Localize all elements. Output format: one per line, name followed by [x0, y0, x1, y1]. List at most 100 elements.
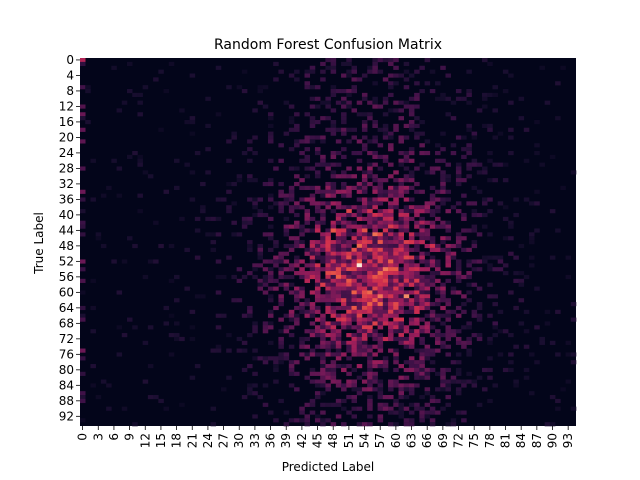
heatmap-cell — [356, 255, 363, 260]
heatmap-cell — [555, 81, 561, 86]
heatmap-cell — [508, 135, 514, 140]
heatmap-cell — [294, 201, 300, 206]
heatmap-cell — [455, 170, 462, 175]
heatmap-cell — [278, 189, 284, 194]
heatmap-cell — [330, 170, 337, 175]
heatmap-cell — [168, 243, 175, 249]
heatmap-cell — [424, 58, 431, 63]
heatmap-cell — [330, 309, 337, 314]
heatmap-cell — [330, 364, 337, 369]
heatmap-cell — [508, 333, 514, 338]
heatmap-cell — [142, 170, 149, 175]
heatmap-cell — [382, 212, 389, 218]
heatmap-cell — [262, 360, 269, 365]
heatmap-cell — [440, 158, 446, 163]
heatmap-cell — [320, 410, 326, 415]
heatmap-cell — [398, 375, 404, 380]
heatmap-cell — [356, 224, 363, 229]
heatmap-cell — [320, 383, 326, 388]
heatmap-cell — [388, 395, 394, 400]
heatmap-cell — [414, 360, 420, 365]
heatmap-cell — [283, 422, 290, 427]
heatmap-cell — [320, 240, 326, 245]
heatmap-cell — [487, 127, 493, 132]
heatmap-cell — [330, 422, 337, 427]
heatmap-cell — [294, 77, 300, 82]
heatmap-cell — [325, 333, 331, 338]
heatmap-cell — [163, 321, 170, 326]
heatmap-cell — [330, 375, 337, 380]
heatmap-cell — [414, 69, 420, 74]
heatmap-cell — [351, 150, 358, 156]
heatmap-cell — [398, 139, 404, 144]
x-axis-ticks: 0 3 6 9 12 15 18 21 24 27 30 33 36 39 42 45 48 51 54 57 60 63… — [76, 426, 575, 448]
heatmap-cell — [247, 333, 253, 338]
heatmap-cell — [393, 193, 399, 198]
heatmap-cell — [440, 406, 446, 411]
heatmap-cell — [393, 290, 399, 295]
heatmap-cell — [455, 236, 462, 241]
heatmap-cell — [502, 69, 509, 74]
heatmap-cell — [429, 255, 436, 260]
heatmap-cell — [288, 236, 295, 241]
heatmap-cell — [304, 85, 311, 90]
heatmap-cell — [445, 298, 451, 303]
heatmap-cell — [372, 162, 378, 167]
heatmap-cell — [372, 139, 378, 144]
heatmap-cell — [461, 212, 467, 218]
heatmap-cell — [111, 259, 117, 264]
heatmap-cell — [414, 305, 420, 311]
heatmap-cell — [309, 305, 316, 311]
heatmap-cell — [377, 360, 384, 365]
heatmap-cell — [377, 240, 384, 245]
heatmap-cell — [299, 259, 305, 264]
heatmap-cell — [299, 232, 305, 237]
heatmap-cell — [278, 298, 284, 303]
heatmap-cell — [398, 333, 404, 338]
heatmap-cell — [513, 212, 519, 218]
heatmap-cell — [288, 290, 295, 295]
heatmap-cell — [356, 336, 363, 342]
heatmap-cell — [424, 375, 431, 380]
heatmap-cell — [283, 251, 290, 256]
heatmap-cell — [283, 356, 290, 361]
heatmap-cell — [534, 150, 540, 156]
heatmap-cell — [570, 406, 577, 411]
heatmap-cell — [361, 286, 368, 291]
heatmap-cell — [445, 344, 451, 349]
heatmap-cell — [393, 383, 399, 388]
heatmap-cell — [325, 267, 331, 272]
heatmap-cell — [346, 255, 352, 260]
heatmap-cell — [304, 418, 311, 423]
x-tick-label: 0 — [76, 433, 90, 441]
heatmap-cell — [330, 286, 337, 291]
heatmap-cell — [377, 143, 384, 148]
heatmap-cell — [341, 174, 347, 179]
heatmap-cell — [320, 356, 326, 361]
heatmap-cell — [330, 402, 337, 407]
heatmap-cell — [278, 271, 284, 276]
heatmap-cell — [450, 329, 457, 334]
heatmap-cell — [482, 259, 488, 264]
heatmap-cell — [361, 181, 368, 187]
heatmap-cell — [346, 228, 352, 233]
heatmap-cell — [320, 158, 326, 163]
heatmap-cell — [314, 290, 321, 295]
heatmap-cell — [393, 247, 399, 252]
heatmap-cell — [461, 236, 467, 241]
heatmap-cell — [570, 302, 577, 307]
heatmap-cell — [346, 290, 352, 295]
heatmap-cell — [429, 406, 436, 411]
heatmap-cell — [346, 166, 352, 171]
heatmap-cell — [257, 263, 264, 268]
heatmap-cell — [335, 379, 342, 384]
heatmap-cell — [388, 81, 394, 86]
heatmap-cell — [288, 263, 295, 268]
heatmap-cell — [132, 243, 138, 249]
heatmap-cell — [341, 73, 347, 78]
heatmap-cell — [356, 348, 363, 353]
heatmap-cell — [445, 402, 451, 407]
heatmap-cell — [335, 298, 342, 303]
heatmap-cell — [544, 321, 551, 326]
heatmap-cell — [455, 371, 462, 376]
